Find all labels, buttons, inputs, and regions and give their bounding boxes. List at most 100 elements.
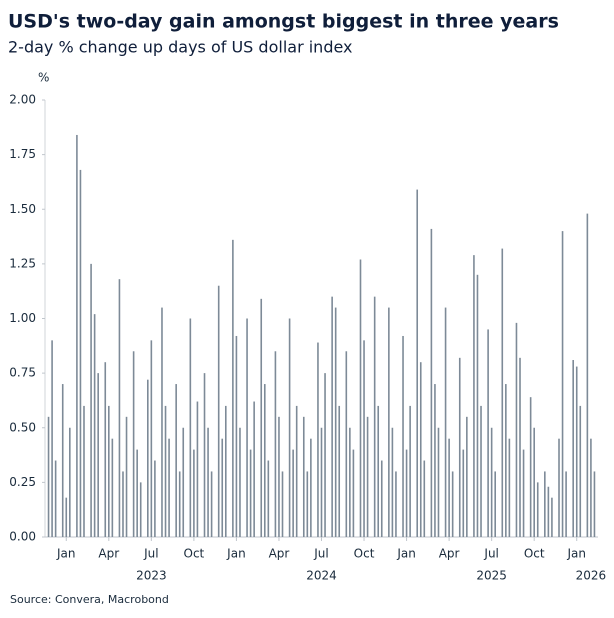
bar (451, 471, 454, 537)
bar (522, 449, 525, 537)
bar (405, 449, 408, 537)
bar (139, 482, 142, 537)
bar (69, 427, 71, 537)
bar (466, 416, 468, 537)
bar (235, 335, 238, 537)
bar (154, 460, 156, 537)
bar (147, 379, 149, 537)
year-label: 2024 (306, 569, 337, 583)
bar (210, 471, 213, 537)
bar (349, 427, 351, 537)
bar (253, 401, 255, 537)
chart-subtitle: 2-day % change up days of US dollar inde… (8, 38, 353, 57)
bar (136, 449, 138, 537)
bar (558, 438, 560, 537)
bar (533, 427, 535, 537)
bar (494, 471, 496, 537)
bar (122, 471, 124, 537)
bar (561, 231, 564, 537)
y-tick-label: 0.75 (9, 366, 36, 380)
bar (61, 384, 64, 537)
bar (519, 357, 521, 537)
bar (164, 405, 167, 537)
bar (579, 405, 582, 537)
bar (76, 134, 78, 537)
y-tick-label: 1.75 (9, 147, 36, 161)
y-tick-label: 0.00 (9, 530, 36, 544)
bar (320, 427, 323, 537)
bar (302, 416, 305, 537)
chart-title: USD's two-day gain amongst biggest in th… (8, 11, 559, 33)
bar (363, 340, 365, 537)
bar (104, 362, 107, 537)
bar (47, 416, 50, 537)
bar (366, 416, 369, 537)
bar (168, 438, 170, 537)
x-tick-label: Jan (226, 547, 246, 561)
x-tick-label: Oct (184, 547, 205, 561)
bar (310, 438, 312, 537)
bar (288, 318, 291, 537)
bar (565, 471, 567, 537)
bar (437, 427, 440, 537)
bar (352, 449, 355, 537)
bar (501, 248, 504, 537)
x-tick-label: Apr (269, 547, 290, 561)
bar (551, 497, 553, 537)
bar (51, 340, 53, 537)
year-label: 2023 (136, 569, 167, 583)
bar (473, 255, 475, 537)
x-tick-label: Jul (313, 547, 328, 561)
bar (476, 274, 479, 537)
bar (178, 471, 181, 537)
bar (111, 438, 114, 537)
bar (572, 360, 574, 537)
bar (529, 397, 532, 537)
bar (409, 405, 411, 537)
bar (90, 263, 92, 537)
bar (590, 438, 592, 537)
bar (508, 438, 511, 537)
bar (161, 307, 163, 537)
bar (377, 405, 380, 537)
bar (505, 384, 507, 537)
x-tick-label: Jul (483, 547, 498, 561)
bar (338, 405, 341, 537)
bar (331, 296, 333, 537)
bar (54, 460, 57, 537)
y-tick-label: 1.00 (9, 311, 36, 325)
bar (395, 471, 397, 537)
x-tick-label: Oct (354, 547, 375, 561)
bar (193, 449, 195, 537)
x-tick-label: Oct (524, 547, 545, 561)
bar (239, 427, 241, 537)
bar (388, 307, 390, 537)
bar (65, 497, 68, 537)
bar (182, 427, 185, 537)
bar (324, 373, 326, 537)
bar (175, 384, 177, 537)
bar (423, 460, 426, 537)
bar (281, 471, 284, 537)
year-label: 2026 (576, 569, 607, 583)
bar (260, 298, 263, 537)
bar (434, 384, 436, 537)
x-tick-label: Apr (98, 547, 119, 561)
source: Source: Convera, Macrobond (10, 593, 169, 606)
bar (189, 318, 192, 537)
bar (274, 351, 277, 537)
bar (402, 335, 404, 537)
bar (359, 259, 362, 537)
bar (416, 189, 419, 537)
bar (232, 239, 234, 537)
bar (150, 340, 153, 537)
bar (207, 427, 209, 537)
bar (196, 401, 199, 537)
bar (306, 471, 309, 537)
bar (317, 342, 319, 537)
x-tick-label: Apr (439, 547, 460, 561)
x-tick-label: Jan (56, 547, 76, 561)
y-tick-label: 1.25 (9, 256, 36, 270)
x-tick-label: Jan (396, 547, 416, 561)
